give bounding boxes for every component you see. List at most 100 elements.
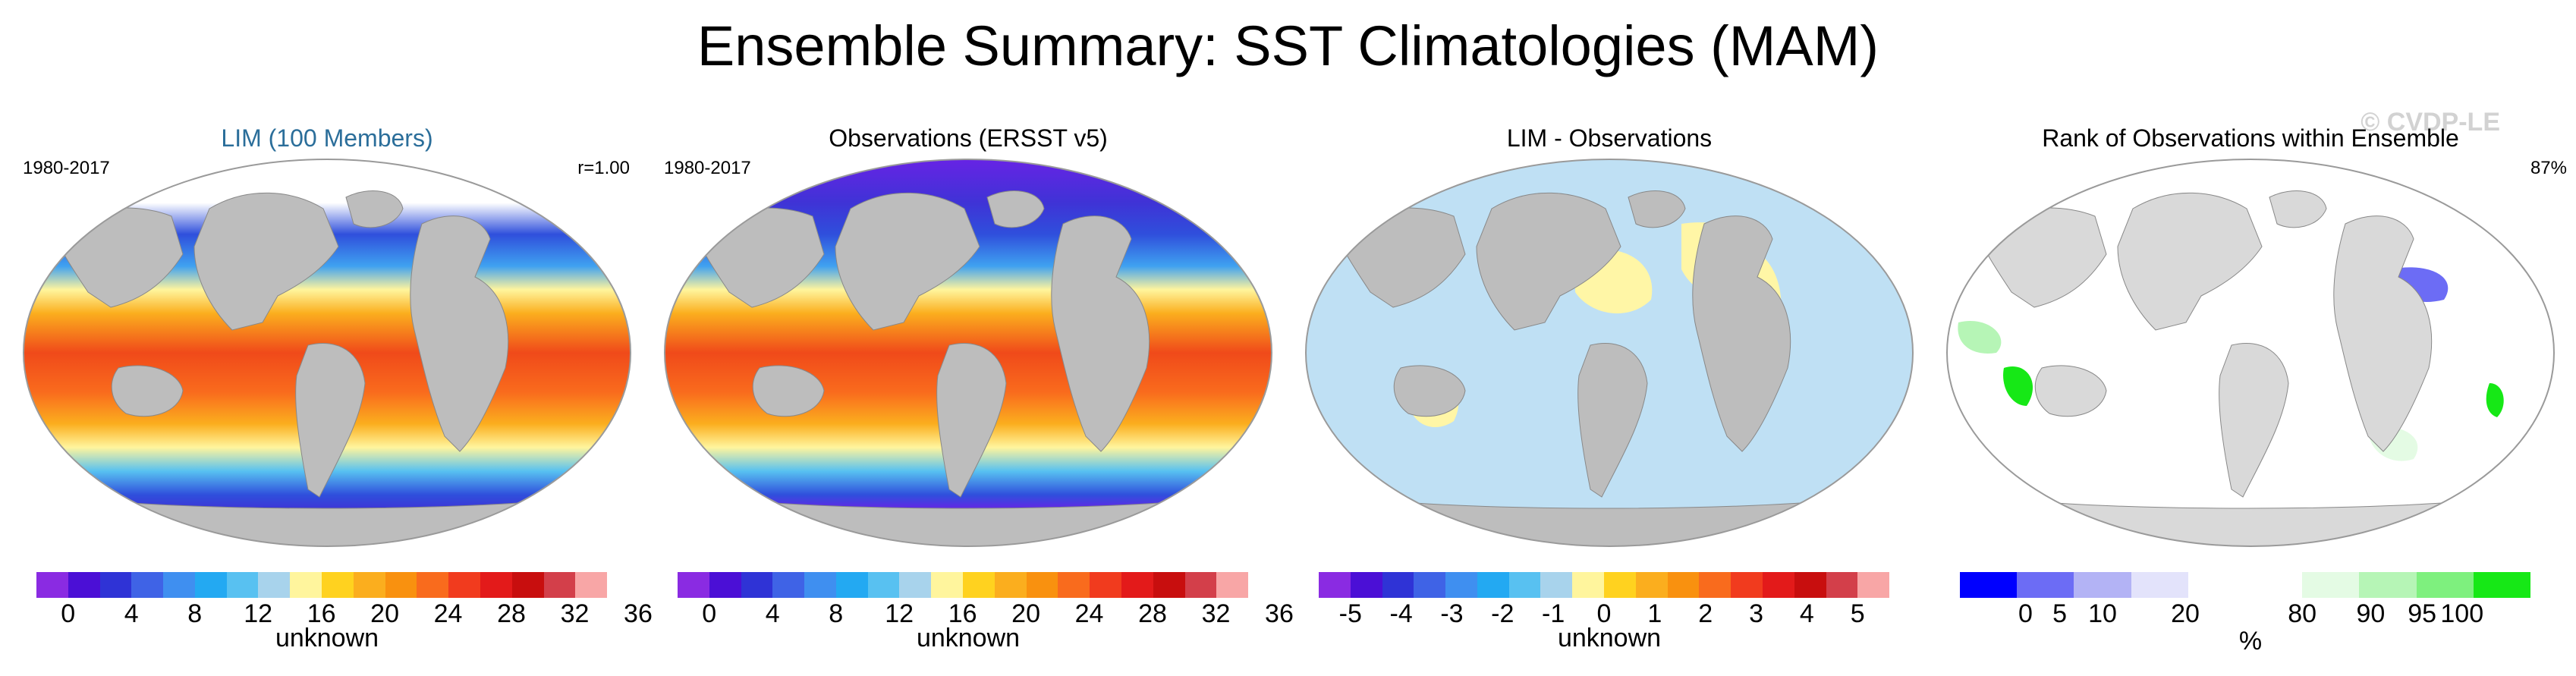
landmass: [1577, 342, 1648, 498]
tick-label: 12: [244, 599, 273, 628]
tick-label: 20: [370, 599, 400, 628]
colorbar-swatch: [994, 572, 1027, 598]
tick-label: 1: [1647, 599, 1662, 628]
colorbar-swatch: [1153, 572, 1185, 598]
colorbar-swatch: [899, 572, 932, 598]
landmass: [193, 192, 339, 331]
colorbar-swatch: [1058, 572, 1090, 598]
period-label: 1980-2017: [664, 158, 751, 178]
colorbar-swatch: [931, 572, 964, 598]
map-border: [663, 159, 1273, 547]
tick-label: 36: [624, 599, 653, 628]
colorbar-ticks: 0 4 8 12 16 20 24 28 32 36: [678, 599, 1294, 630]
colorbar-swatch: [2359, 572, 2417, 598]
colorbar-swatch: [1026, 572, 1058, 598]
colorbar-swatch: [1414, 572, 1446, 598]
tick-label: 0: [2018, 599, 2033, 628]
colorbar-swatch: [2188, 572, 2246, 598]
tick-label: 10: [2088, 599, 2117, 628]
colorbar-swatch: [290, 572, 322, 598]
tick-label: 0: [702, 599, 717, 628]
landmass: [1393, 365, 1466, 417]
watermark: © CVDP-LE: [2361, 108, 2500, 137]
tick-label: 95: [2408, 599, 2437, 628]
colorbar-swatch: [741, 572, 773, 598]
colorbar-swatch: [1731, 572, 1763, 598]
colorbar-swatch: [417, 572, 449, 598]
tick-label: 20: [1011, 599, 1041, 628]
landmass: [2117, 192, 2263, 331]
map-border: [22, 159, 632, 547]
rank-region: [1958, 321, 2002, 354]
colorbar-swatch: [963, 572, 995, 598]
tick-label: -1: [1542, 599, 1565, 628]
map-panel: LIM - Observations -5 -4 -3 -2 -1 0 1 2 3 4 5 unknow…: [1288, 114, 1930, 664]
colorbar-swatch: [1857, 572, 1890, 598]
colorbar-ticks: -5 -4 -3 -2 -1 0 1 2 3 4 5: [1319, 599, 1889, 630]
tick-label: 4: [1799, 599, 1814, 628]
colorbar-swatch: [709, 572, 741, 598]
colorbar-swatch: [353, 572, 385, 598]
colorbar: [678, 572, 1249, 598]
rank-region: [2486, 383, 2504, 417]
landmass: [2269, 190, 2327, 228]
colorbar-swatch: [448, 572, 480, 598]
correlation-label: r=1.00: [577, 158, 630, 178]
colorbar-swatch: [2302, 572, 2360, 598]
map-panel: LIM (100 Members) 1980-2017 r=1.00 0 4 8 12 16 2…: [6, 114, 653, 664]
landmass: [1628, 190, 1686, 228]
colorbar-swatch: [480, 572, 512, 598]
colorbar-swatch: [2074, 572, 2131, 598]
map-panel: Rank of Observations within Ensemble 87% 0…: [1930, 114, 2571, 664]
colorbar-swatch: [2131, 572, 2188, 598]
tick-label: -4: [1389, 599, 1413, 628]
landmass: [1692, 215, 1791, 452]
tick-label: 8: [187, 599, 203, 628]
tick-label: 12: [885, 599, 914, 628]
colorbar-swatch: [511, 572, 544, 598]
colorbar-swatch: [772, 572, 805, 598]
colorbar-swatch: [1216, 572, 1249, 598]
landmass: [2034, 365, 2107, 417]
colorbar-swatch: [1184, 572, 1217, 598]
colorbar: [36, 572, 608, 598]
tick-label: 28: [497, 599, 526, 628]
period-label: 1980-2017: [23, 158, 110, 178]
tick-label: 0: [61, 599, 76, 628]
colorbar-units: unknown: [916, 624, 1021, 652]
colorbar-swatch: [385, 572, 417, 598]
colorbar-swatch: [1121, 572, 1153, 598]
colorbar-swatch: [543, 572, 576, 598]
world-map: [1304, 159, 1914, 547]
colorbar-units: unknown: [1557, 624, 1662, 652]
landmass: [2333, 215, 2433, 452]
tick-label: 80: [2288, 599, 2317, 628]
colorbar-swatch: [163, 572, 195, 598]
landmass: [410, 215, 509, 452]
colorbar-swatch: [1572, 572, 1605, 598]
colorbar-swatch: [1667, 572, 1700, 598]
colorbar-swatch: [1635, 572, 1668, 598]
colorbar-swatch: [99, 572, 132, 598]
landmass: [936, 342, 1007, 498]
tick-label: 4: [124, 599, 139, 628]
colorbar-swatch: [2017, 572, 2074, 598]
colorbar-swatch: [1319, 572, 1351, 598]
colorbar-swatch: [1826, 572, 1858, 598]
tick-label: -3: [1440, 599, 1464, 628]
landmass: [295, 342, 366, 498]
colorbar-swatch: [1960, 572, 2018, 598]
tick-label: 5: [2052, 599, 2068, 628]
colorbar-swatch: [1477, 572, 1509, 598]
tick-label: 36: [1265, 599, 1294, 628]
panel-title: LIM (100 Members): [221, 124, 433, 152]
tick-label: 5: [1850, 599, 1865, 628]
landmass: [1476, 192, 1621, 331]
tick-label: 90: [2356, 599, 2386, 628]
colorbar-swatch: [1090, 572, 1121, 598]
map-border: [1304, 159, 1914, 547]
colorbar-swatch: [835, 572, 868, 598]
colorbar-swatch: [867, 572, 900, 598]
colorbar-swatch: [68, 572, 100, 598]
colorbar-swatch: [36, 572, 68, 598]
